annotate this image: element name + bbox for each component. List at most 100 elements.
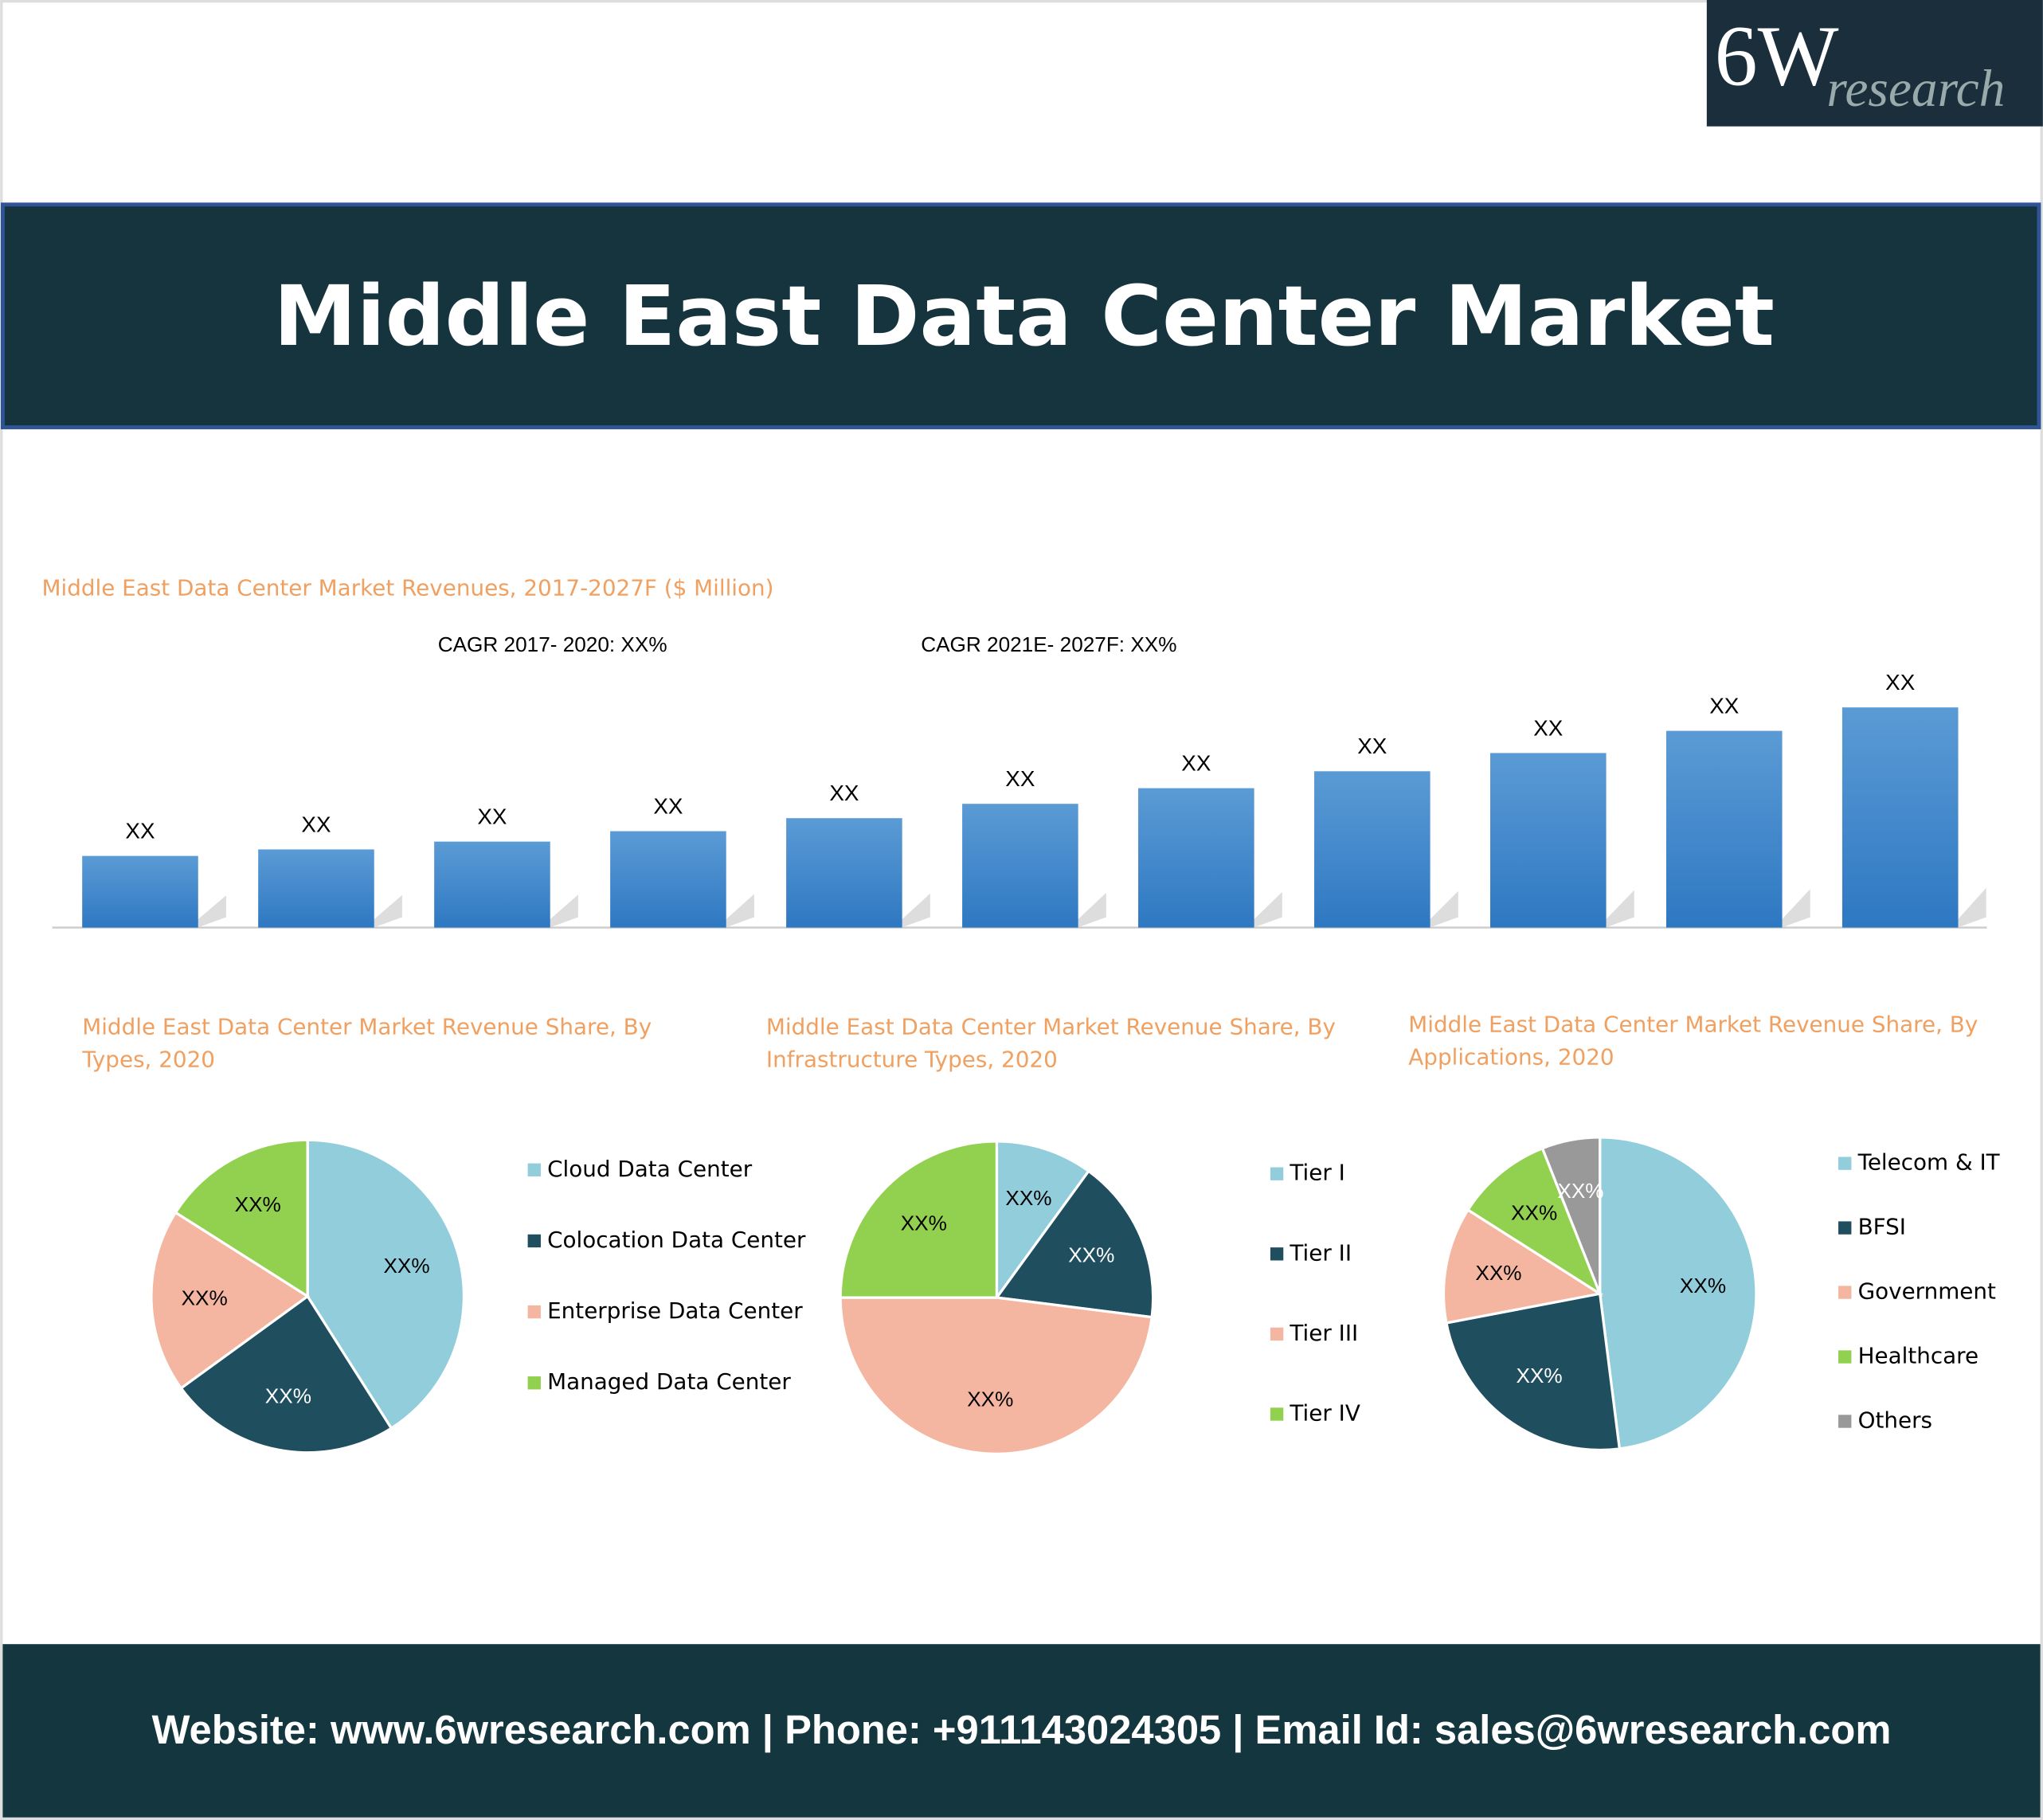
legend-swatch	[1838, 1157, 1852, 1170]
logo-box	[1706, 0, 2043, 127]
chart-title-box: Middle East Data Center Market Revenues,…	[41, 575, 774, 602]
bar-shadow	[1605, 890, 1634, 928]
data-label: XX	[1533, 715, 1563, 740]
legend-swatch	[527, 1163, 541, 1176]
data-label: XX%	[1475, 1261, 1521, 1285]
data-label: XX	[653, 793, 683, 818]
bar	[786, 818, 902, 928]
legend-label: Others	[1858, 1407, 1932, 1433]
legend-label: Tier II	[1289, 1239, 1352, 1266]
bar	[434, 841, 550, 928]
chart-title-box: Middle East Data Center Market Revenue S…	[765, 1015, 1336, 1074]
bar	[1665, 730, 1783, 928]
pie-slice	[839, 1140, 999, 1299]
legend-label: Managed Data Center	[547, 1368, 791, 1395]
data-label: XX	[301, 812, 331, 836]
legend-swatch	[527, 1234, 541, 1248]
footer: Website: www.6wresearch.com | Phone: +91…	[152, 1707, 1892, 1753]
logo: 6W	[1715, 10, 1839, 104]
chart-title: Middle East Data Center Market Revenue S…	[765, 1015, 1336, 1074]
data-label: XX%	[182, 1286, 228, 1309]
data-label: XX	[477, 804, 507, 829]
bar-shadow	[725, 894, 754, 928]
data-label: XX%	[1511, 1200, 1557, 1224]
legend-label: Cloud Data Center	[547, 1156, 753, 1182]
legend-swatch	[1838, 1286, 1852, 1299]
annotation: CAGR 2017- 2020: XX%	[438, 632, 667, 656]
legend-label: Tier I	[1289, 1160, 1344, 1186]
bar-shadow	[549, 894, 578, 928]
data-label: XX	[829, 781, 859, 805]
legend-swatch	[1838, 1350, 1852, 1364]
data-label: XX%	[1068, 1243, 1114, 1267]
bar-shadow	[1781, 889, 1810, 928]
pie-slice	[1442, 1207, 1604, 1325]
data-label: XX%	[235, 1192, 281, 1216]
data-label: XX%	[901, 1211, 947, 1235]
pie-slice	[150, 1211, 311, 1391]
legend-swatch	[527, 1305, 541, 1319]
bar-shadow	[1957, 887, 1986, 928]
bar	[1138, 788, 1254, 928]
legend-label: Telecom & IT	[1857, 1149, 2001, 1176]
data-label: XX	[1709, 694, 1739, 718]
data-label: XX%	[1517, 1364, 1563, 1388]
logo-sub: research	[1826, 61, 2005, 118]
pie-slice	[1466, 1146, 1603, 1297]
data-label: XX%	[383, 1254, 429, 1278]
data-label: XX%	[967, 1387, 1013, 1411]
legend-label: BFSI	[1858, 1214, 1906, 1240]
bar-shadow	[373, 894, 402, 928]
legend-swatch	[1270, 1327, 1284, 1341]
chart-title: Middle East Data Center Market Revenue S…	[82, 1015, 652, 1074]
bar	[82, 855, 198, 928]
legend-label: Tier IV	[1289, 1399, 1360, 1426]
legend-label: Enterprise Data Center	[547, 1297, 803, 1324]
bar	[258, 849, 374, 928]
pie-slice	[994, 1169, 1155, 1319]
header-band	[0, 202, 2041, 429]
bar	[610, 831, 726, 928]
legend-label: Government	[1858, 1278, 1996, 1305]
data-label: XX	[125, 819, 155, 843]
bar	[1314, 771, 1430, 928]
chart-title-box: Middle East Data Center Market Revenue S…	[1408, 1012, 1978, 1071]
data-label: XX	[1181, 750, 1211, 775]
bar-shadow	[1429, 890, 1458, 928]
bar-shadow	[901, 893, 930, 928]
chart-title: Middle East Data Center Market Revenue S…	[1408, 1012, 1978, 1071]
pie-slice	[174, 1138, 309, 1299]
data-label: XX%	[1005, 1186, 1051, 1210]
legend-swatch	[1270, 1167, 1284, 1180]
bar-shadow	[197, 895, 226, 928]
pie-slice	[839, 1296, 1153, 1455]
page-title: Middle East Data Center Market	[274, 268, 1775, 365]
annotation: CAGR 2021E- 2027F: XX%	[921, 632, 1176, 656]
footer-band	[2, 1644, 2041, 1818]
data-label: XX	[1005, 766, 1035, 791]
chart-title-box: Middle East Data Center Market Revenue S…	[82, 1015, 652, 1074]
bar-shadow	[1253, 891, 1282, 928]
data-label: XX	[1885, 670, 1915, 695]
pie-slice	[1599, 1136, 1758, 1450]
legend-swatch	[1270, 1407, 1284, 1421]
chart-title: Middle East Data Center Market Revenues,…	[41, 575, 774, 602]
bar	[1841, 707, 1959, 928]
data-label: XX%	[1680, 1274, 1726, 1297]
pie-slice	[1445, 1292, 1622, 1452]
pie-slice	[995, 1140, 1091, 1302]
pie-slice	[179, 1294, 393, 1454]
legend-swatch	[527, 1376, 541, 1390]
legend-swatch	[1270, 1247, 1284, 1261]
bar	[962, 804, 1078, 928]
bar-shadow	[1077, 892, 1106, 928]
data-label: XX%	[265, 1384, 311, 1408]
bar	[1490, 753, 1607, 928]
legend-label: Colocation Data Center	[547, 1227, 806, 1253]
pie-slice	[1540, 1136, 1602, 1294]
data-label: XX%	[1557, 1179, 1603, 1203]
legend-swatch	[1838, 1221, 1852, 1235]
legend-label: Healthcare	[1858, 1343, 1979, 1369]
